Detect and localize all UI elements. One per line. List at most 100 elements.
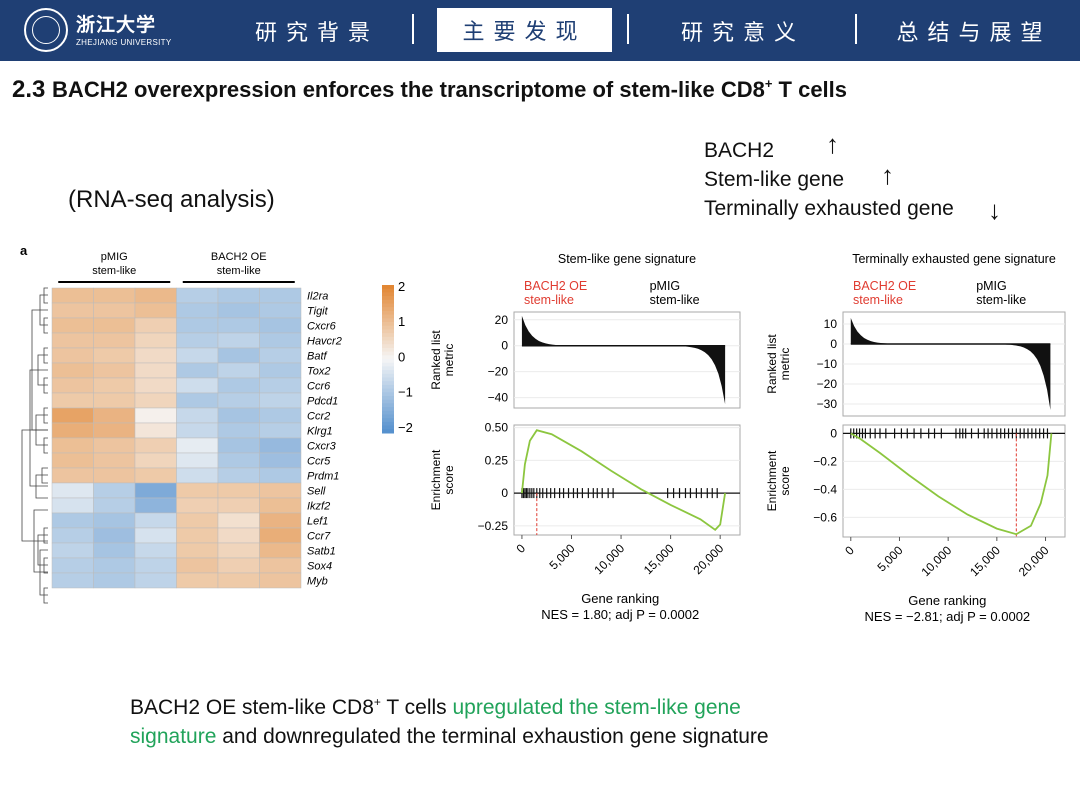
heatmap-cell	[176, 422, 219, 439]
heatmap-cell	[176, 437, 219, 454]
heatmap-cell	[93, 287, 136, 304]
heatmap-cell	[176, 302, 219, 319]
heatmap-cell	[134, 287, 177, 304]
metric-tick: −20	[817, 377, 838, 391]
heatmap-cell	[93, 422, 136, 439]
x-tick-label: 10,000	[918, 543, 954, 579]
tab-research-background[interactable]: 研究背景	[254, 20, 379, 46]
heatmap-cell	[176, 377, 219, 394]
heatmap-cell	[259, 377, 302, 394]
metric-tick: 10	[824, 317, 838, 331]
color-scale-step	[382, 303, 394, 308]
heatmap-cell	[259, 452, 302, 469]
dendrogram-branch	[41, 467, 48, 484]
heatmap-cell	[134, 482, 177, 499]
panel-label: a	[20, 243, 28, 258]
heatmap-cell	[176, 512, 219, 529]
logo-chinese-name: 浙江大学	[76, 14, 157, 36]
tab-research-significance[interactable]: 研究意义	[680, 20, 805, 46]
heatmap-cell	[259, 347, 302, 364]
heatmap-cell	[259, 527, 302, 544]
heatmap-cell	[217, 317, 260, 334]
heatmap-cell	[176, 347, 219, 364]
gene-label: Batf	[307, 351, 328, 363]
heatmap-cell	[134, 467, 177, 484]
dendrogram-branch	[43, 557, 48, 574]
dendrogram-branch	[43, 587, 48, 604]
color-scale-step	[382, 425, 394, 430]
metric-frame	[513, 311, 741, 409]
heatmap-cell	[51, 497, 94, 514]
dendrogram-branch	[21, 429, 48, 542]
es-tick: 0.25	[485, 453, 509, 467]
heatmap-cell	[259, 317, 302, 334]
color-scale-step	[382, 414, 394, 419]
heatmap-cell	[51, 482, 94, 499]
analysis-subtitle: (RNA-seq analysis)	[68, 186, 275, 213]
heatmap-cell	[134, 332, 177, 349]
x-tick-label: 10,000	[591, 541, 627, 577]
logo-english-name: ZHEJIANG UNIVERSITY	[76, 38, 172, 47]
heatmap-cell	[134, 542, 177, 559]
color-scale-step	[382, 299, 394, 304]
group-label: pMIG	[101, 251, 128, 263]
heatmap-cell	[259, 497, 302, 514]
es-tick: −0.25	[478, 519, 509, 533]
tab-summary-outlook[interactable]: 总结与展望	[896, 20, 1052, 46]
heatmap-cell	[176, 452, 219, 469]
heatmap-cell	[176, 527, 219, 544]
header-bar: 浙江大学 ZHEJIANG UNIVERSITY 研究背景 主要发现 研究意义 …	[0, 0, 1080, 61]
color-scale-step	[382, 285, 394, 290]
heatmap-cell	[217, 572, 260, 589]
gene-label: Pdcd1	[307, 396, 338, 408]
x-tick-label: 5,000	[546, 541, 577, 572]
x-tick-label: 20,000	[690, 541, 726, 577]
heatmap-cell	[134, 422, 177, 439]
conclusion-highlight1: upregulated the stem-like gene	[452, 696, 741, 719]
heatmap-cell	[259, 467, 302, 484]
x-tick-label: 15,000	[967, 543, 1003, 579]
heatmap-cell	[259, 392, 302, 409]
heatmap-cell	[176, 392, 219, 409]
heatmap-cell	[217, 497, 260, 514]
heatmap-cell	[134, 512, 177, 529]
heatmap-cell	[134, 377, 177, 394]
heatmap-cell	[217, 452, 260, 469]
heatmap-cell	[176, 542, 219, 559]
heatmap-cell	[176, 572, 219, 589]
gsea-group-label: BACH2 OE	[853, 279, 916, 293]
metric-ylabel: metric	[778, 348, 792, 381]
heatmap-cell	[259, 542, 302, 559]
gene-label: Cxcr6	[307, 321, 337, 333]
color-scale-step	[382, 388, 394, 393]
color-scale-step	[382, 288, 394, 293]
x-tick-label: 15,000	[641, 541, 677, 577]
heatmap-cell	[93, 467, 136, 484]
metric-tick: −30	[817, 397, 838, 411]
heatmap-cell	[93, 527, 136, 544]
gene-label: Tox2	[307, 366, 330, 378]
color-scale-step	[382, 381, 394, 386]
gsea-group-label: stem-like	[976, 293, 1026, 307]
gene-label: Sox4	[307, 561, 332, 573]
conclusion-highlight2: signature	[130, 725, 217, 748]
tab-main-findings[interactable]: 主要发现	[437, 8, 612, 52]
x-tick-label: 0	[842, 543, 857, 558]
heatmap-cell	[93, 452, 136, 469]
heatmap-cell	[217, 512, 260, 529]
gsea-group-label: stem-like	[650, 293, 700, 307]
heatmap-cell	[176, 362, 219, 379]
conclusion-part2: T cells	[380, 696, 453, 719]
heatmap-cell	[134, 302, 177, 319]
heatmap-cell	[176, 497, 219, 514]
heatmap-cell	[51, 467, 94, 484]
gene-label: Cxcr3	[307, 441, 337, 453]
change-legend: BACH2 Stem-like gene Terminally exhauste…	[704, 136, 954, 223]
heatmap-cell	[217, 377, 260, 394]
gene-label: Prdm1	[307, 471, 339, 483]
heatmap-cell	[93, 572, 136, 589]
color-scale-step	[382, 333, 394, 338]
es-ylabel: Enrichment	[765, 450, 779, 511]
es-tick: 0	[501, 486, 508, 500]
